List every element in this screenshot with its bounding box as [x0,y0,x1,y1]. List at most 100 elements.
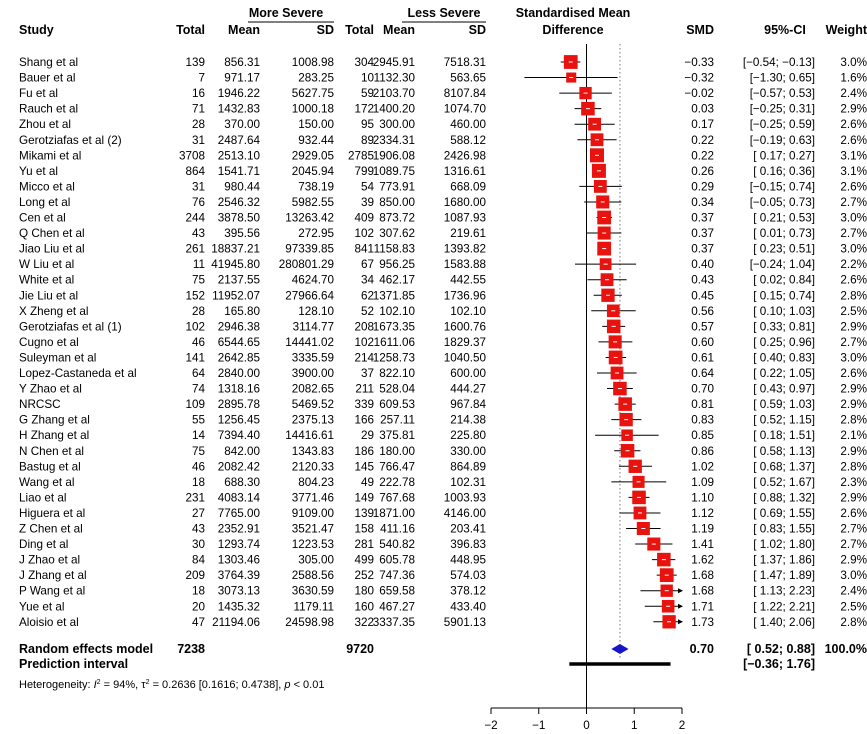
study-total-more: 139 [185,56,205,69]
study-mean-more: 688.30 [224,476,260,489]
study-weight: 2.9% [840,398,867,411]
study-total-more: 30 [192,538,206,551]
study-weight: 3.0% [840,56,867,69]
study-ci: [ 0.01; 0.73] [753,227,815,240]
study-name: N Chen et al [19,445,84,458]
study-sd-more: 97339.85 [285,243,334,256]
study-total-less: 160 [354,600,374,613]
study-total-less: 49 [361,476,374,489]
x-axis-tick-label: −1 [532,719,545,732]
study-name: Mikami et al [19,149,81,162]
study-total-more: 16 [192,87,205,100]
study-mean-more: 395.56 [224,227,260,240]
study-ci: [ 0.40; 0.83] [753,351,815,364]
study-sd-less: 102.10 [450,305,486,318]
study-sd-more: 3335.59 [292,351,334,364]
study-smd: 0.60 [691,336,714,349]
study-mean-more: 2487.64 [218,134,261,147]
study-name: Lopez-Castaneda et al [19,367,137,380]
study-total-less: 39 [361,196,374,209]
study-sd-less: 203.41 [450,523,486,536]
header-total-less: Total [345,23,374,37]
study-mean-less: 1871.00 [373,507,416,520]
study-name: Z Chen et al [19,523,83,536]
study-weight: 2.6% [840,134,867,147]
study-mean-less: 3337.35 [373,616,416,629]
study-sd-more: 804.23 [298,476,334,489]
study-sd-less: 396.83 [450,538,486,551]
study-sd-less: 8107.84 [444,87,487,100]
study-sd-more: 2120.33 [292,460,334,473]
study-name: Cen et al [19,212,66,225]
study-ci: [ 0.52; 1.67] [753,476,815,489]
study-name: Bastug et al [19,460,81,473]
study-ci: [ 0.25; 0.96] [753,336,815,349]
study-smd: 0.03 [691,103,714,116]
study-mean-less: 222.78 [379,476,415,489]
study-row: Aloisio et al 47 21194.06 24598.98 3223337.3… [19,615,867,629]
study-row: H Zhang et al 14 7394.40 14416.61 29 375.81 22… [19,429,867,442]
study-mean-less: 747.36 [379,569,415,582]
study-sd-more: 3900.00 [292,367,335,380]
study-smd: 0.37 [691,227,714,240]
study-mean-more: 3878.50 [218,212,261,225]
study-mean-less: 605.78 [379,554,415,567]
study-ci: [ 0.83; 1.55] [753,523,815,536]
study-mean-less: 300.00 [379,118,415,131]
study-ci: [−0.57; 0.53] [750,87,815,100]
study-sd-more: 27966.64 [285,289,334,302]
study-sd-less: 219.61 [450,227,486,240]
study-weight: 2.4% [840,585,867,598]
study-mean-less: 467.27 [379,600,415,613]
study-mean-more: 1303.46 [218,554,260,567]
study-sd-more: 3630.59 [292,585,334,598]
study-total-more: 20 [192,600,206,613]
study-mean-less: 609.53 [379,398,415,411]
header-weight: Weight [826,23,867,37]
study-row: J Zhang et al 209 3764.39 2588.56 252 747.36 5… [19,568,867,582]
study-smd: 1.62 [691,554,714,567]
study-total-less: 841 [354,243,374,256]
study-weight: 2.9% [840,320,867,333]
study-name: Gerotziafas et al (1) [19,320,122,333]
study-mean-less: 1089.75 [373,165,416,178]
study-smd: 0.26 [691,165,714,178]
header-group-more-severe: More Severe [249,6,323,20]
study-total-more: 141 [185,351,205,364]
study-ci: [ 0.69; 1.55] [753,507,815,520]
study-mean-less: 850.00 [379,196,415,209]
study-total-more: 18 [192,585,205,598]
study-sd-more: 932.44 [298,134,334,147]
study-name: Wang et al [19,476,74,489]
study-name: J Zhang et al [19,569,87,582]
study-total-less: 214 [354,351,374,364]
study-total-less: 52 [361,305,374,318]
header-total-more: Total [176,23,205,37]
study-smd: 0.86 [691,445,714,458]
study-row: Yue et al 20 1435.32 1179.11 160 467.27 433.40… [19,599,867,613]
study-smd: 1.19 [691,523,714,536]
study-name: Jiao Liu et al [19,243,85,256]
study-total-more: 46 [192,336,205,349]
prediction-interval-ci: [−0.36; 1.76] [743,657,815,671]
study-ci: [ 1.13; 2.23] [753,585,815,598]
study-mean-less: 411.16 [380,523,415,536]
study-smd: 0.45 [691,289,714,302]
study-mean-more: 370.00 [224,118,260,131]
study-mean-less: 873.72 [379,212,415,225]
study-smd: −0.33 [684,56,714,69]
study-row: Micco et al 31 980.44 738.19 54 773.91 668.09 0… [19,179,867,193]
study-ci: [−0.19; 0.63] [750,134,815,147]
study-ci: [ 0.23; 0.51] [753,243,815,256]
study-weight: 2.7% [840,336,867,349]
study-total-less: 409 [354,212,374,225]
study-row: NRCSC 109 2895.78 5469.52 339 609.53 967.84 0.8… [19,397,867,411]
study-sd-more: 2588.56 [292,569,334,582]
study-mean-more: 21194.06 [212,616,260,629]
study-mean-more: 3073.13 [218,585,260,598]
study-total-less: 102 [354,227,374,240]
study-name: Y Zhao et al [19,383,82,396]
study-row: Long et al 76 2546.32 5982.55 39 850.00 1680.0… [19,195,867,209]
study-total-more: 3708 [179,149,205,162]
study-smd: 0.64 [691,367,714,380]
